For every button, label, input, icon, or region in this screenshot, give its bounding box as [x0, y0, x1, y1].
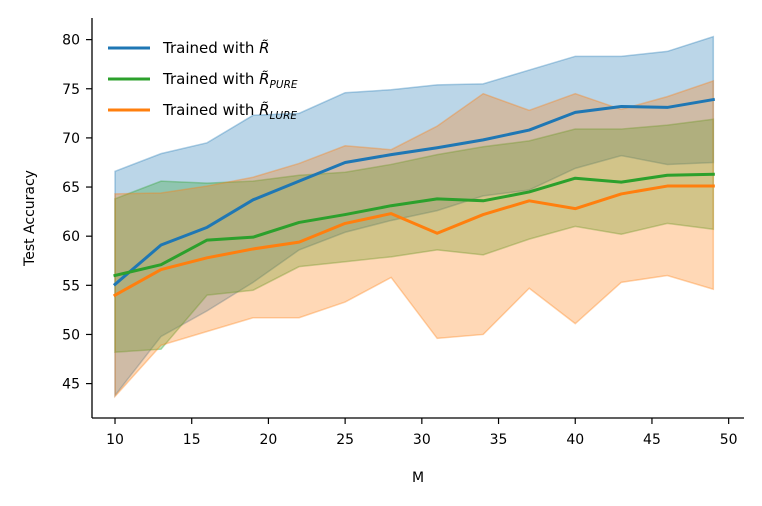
x-tick-label: 50 — [720, 432, 738, 448]
line-series-1 — [113, 172, 715, 278]
legend-label-0: Trained with R̃ — [162, 38, 270, 57]
x-tick-label: 15 — [183, 432, 201, 448]
line-series-0 — [112, 97, 716, 287]
x-axis-label: M — [412, 470, 424, 486]
confidence-bands — [114, 35, 715, 399]
y-tick-label: 75 — [62, 82, 80, 98]
x-ticks: 10 15 20 25 30 35 40 45 50 — [106, 418, 738, 448]
y-tick-label: 45 — [62, 377, 80, 393]
y-tick-label: 55 — [62, 278, 80, 294]
line-series-2 — [112, 184, 715, 298]
x-tick-label: 40 — [566, 432, 584, 448]
band-series-0 — [114, 35, 715, 398]
x-tick-label: 25 — [336, 432, 354, 448]
y-tick-label: 70 — [62, 131, 80, 147]
series-lines — [112, 97, 716, 298]
axes — [91, 18, 744, 419]
y-tick-label: 60 — [62, 229, 80, 245]
legend-label-2: Trained with R̃LURE — [162, 100, 297, 122]
y-axis-label: Test Accuracy — [22, 170, 38, 267]
y-ticks: 45 50 55 60 65 70 75 80 — [62, 33, 92, 393]
x-tick-label: 10 — [106, 432, 124, 448]
y-tick-label: 50 — [62, 327, 80, 343]
x-tick-label: 20 — [260, 432, 278, 448]
band-series-1 — [114, 118, 715, 353]
legend: Trained with R̃ Trained with R̃PURE Traine… — [108, 38, 298, 122]
y-tick-label: 65 — [62, 180, 80, 196]
x-tick-label: 30 — [413, 432, 431, 448]
y-tick-label: 80 — [62, 33, 80, 49]
x-tick-label: 35 — [490, 432, 508, 448]
band-series-2 — [114, 79, 715, 399]
x-tick-label: 45 — [643, 432, 661, 448]
legend-label-1: Trained with R̃PURE — [162, 69, 298, 91]
